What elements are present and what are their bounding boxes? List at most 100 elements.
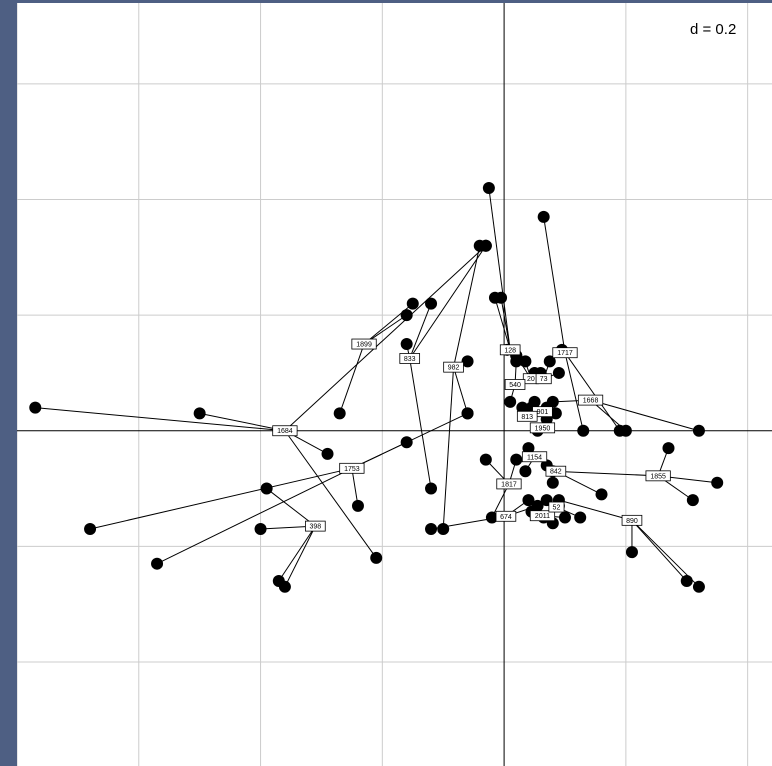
data-point <box>510 355 523 368</box>
label-text: 1684 <box>277 428 293 435</box>
link-line <box>156 467 353 565</box>
data-point <box>254 523 267 536</box>
label-box <box>351 338 377 350</box>
data-point <box>519 355 532 368</box>
data-point <box>29 401 42 414</box>
group-label-128: 128 <box>499 344 521 356</box>
data-point <box>485 511 498 524</box>
link-line <box>89 467 352 530</box>
link-line <box>564 352 584 431</box>
label-text: 1899 <box>356 342 372 349</box>
link-line <box>284 430 377 559</box>
group-label-1899: 1899 <box>351 338 377 350</box>
label-text: 890 <box>626 518 638 525</box>
label-text: 398 <box>310 524 322 531</box>
label-box <box>499 344 521 356</box>
group-label-1950: 1950 <box>529 422 556 434</box>
label-box <box>645 470 671 482</box>
label-text: 73 <box>540 376 548 383</box>
group-label-1753: 1753 <box>339 462 365 474</box>
data-point <box>543 355 556 368</box>
data-point <box>437 523 450 536</box>
link-line <box>199 412 286 432</box>
label-text: 842 <box>550 469 562 476</box>
data-point <box>692 580 705 593</box>
link-line <box>409 358 432 489</box>
data-point <box>711 476 724 489</box>
group-labels: 1899 833 1684 982 1753 398 128 1717 20 73 540 1668 9… <box>272 338 671 532</box>
link-line <box>494 297 511 350</box>
data-point <box>351 499 364 512</box>
data-point <box>461 355 474 368</box>
link-line <box>552 470 659 477</box>
group-label-982: 982 <box>443 361 464 373</box>
label-text: 1154 <box>527 454 542 461</box>
data-point <box>537 210 550 223</box>
plot-background <box>17 3 772 766</box>
label-box <box>529 510 556 522</box>
link-line <box>543 216 566 353</box>
axes <box>17 3 772 766</box>
label-box <box>516 410 538 422</box>
link-line <box>339 343 365 414</box>
group-label-1668: 1668 <box>577 394 604 406</box>
data-point <box>619 424 632 437</box>
data-point <box>321 447 334 460</box>
data-point <box>461 407 474 420</box>
group-label-833: 833 <box>399 353 421 364</box>
label-text: 540 <box>509 382 521 389</box>
data-point <box>595 488 608 501</box>
data-point <box>425 523 438 536</box>
group-label-1855: 1855 <box>645 470 671 482</box>
label-box <box>443 361 464 373</box>
plot-panel: 1899 833 1684 982 1753 398 128 1717 20 73 540 1668 9… <box>17 3 772 766</box>
link-line <box>278 525 316 582</box>
label-text: 833 <box>404 356 416 363</box>
group-label-2011: 2011 <box>529 510 556 522</box>
data-point <box>193 407 206 420</box>
grid-lines <box>17 3 772 766</box>
data-point <box>522 494 535 507</box>
label-text: 52 <box>553 505 561 512</box>
data-point <box>400 436 413 449</box>
label-text: 2011 <box>535 513 550 520</box>
data-point <box>686 494 699 507</box>
data-point <box>84 523 97 536</box>
label-box <box>535 373 552 385</box>
data-point <box>692 424 705 437</box>
data-point <box>479 453 492 466</box>
group-label-842: 842 <box>545 465 567 477</box>
data-point <box>552 366 565 379</box>
label-box <box>545 465 567 477</box>
scatter-plot: 1899 833 1684 982 1753 398 128 1717 20 73 540 1668 9… <box>17 3 772 766</box>
link-line <box>500 297 511 350</box>
link-line <box>409 245 487 359</box>
label-box <box>399 353 421 364</box>
data-point <box>504 395 517 408</box>
group-label-890: 890 <box>621 514 643 526</box>
link-line <box>442 367 455 530</box>
link-line <box>488 187 511 350</box>
group-label-1817: 1817 <box>496 478 522 490</box>
data-point <box>549 407 562 420</box>
link-line <box>284 245 487 432</box>
data-point <box>680 575 693 588</box>
data-point <box>510 453 523 466</box>
data-point <box>482 181 495 194</box>
data-point <box>625 546 638 559</box>
link-line <box>631 520 688 582</box>
group-label-1154: 1154 <box>521 451 548 463</box>
link-line <box>284 525 316 588</box>
label-box <box>521 451 548 463</box>
label-text: 674 <box>500 514 512 521</box>
label-text: 128 <box>504 347 516 354</box>
label-text: 1855 <box>650 473 666 480</box>
data-point <box>260 482 273 495</box>
label-text: 1950 <box>535 425 551 432</box>
group-label-52: 52 <box>548 501 565 513</box>
label-text: 20 <box>527 376 535 383</box>
data-point <box>516 401 529 414</box>
data-point <box>577 424 590 437</box>
data-point <box>406 297 419 310</box>
link-line <box>453 367 469 414</box>
